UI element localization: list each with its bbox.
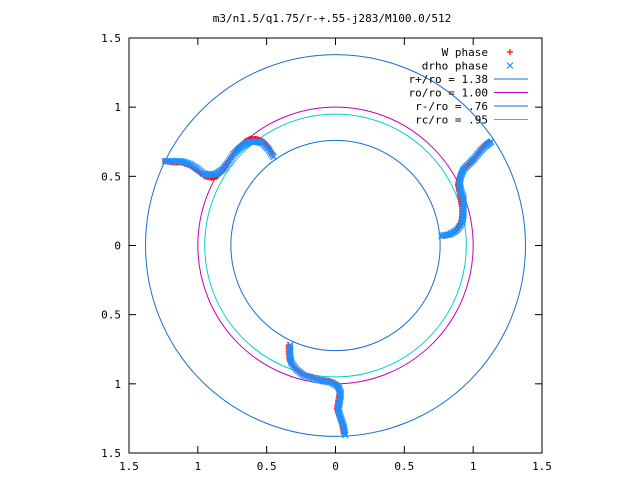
legend-label: drho phase bbox=[422, 60, 488, 73]
point bbox=[270, 153, 277, 161]
point bbox=[315, 376, 323, 384]
chart-title: m3/n1.5/q1.75/r-+.55-j283/M100.0/512 bbox=[213, 12, 451, 25]
point bbox=[317, 377, 325, 384]
point-stroke bbox=[176, 157, 184, 165]
point-stroke bbox=[182, 159, 190, 167]
point-stroke bbox=[459, 191, 466, 199]
point-stroke bbox=[315, 376, 323, 384]
point bbox=[286, 341, 294, 349]
x-tick-label: 1.5 bbox=[119, 460, 139, 473]
point bbox=[308, 374, 315, 382]
point-stroke bbox=[270, 153, 277, 161]
y-tick-label: 1.5 bbox=[101, 32, 121, 45]
phase-points bbox=[161, 135, 495, 439]
point-stroke bbox=[340, 423, 348, 431]
x-tick-label: 0.5 bbox=[257, 460, 277, 473]
point bbox=[304, 373, 312, 381]
point bbox=[313, 375, 321, 383]
point-stroke bbox=[311, 375, 319, 383]
point-stroke bbox=[338, 416, 345, 424]
x-tick-label: 0 bbox=[332, 460, 339, 473]
point-stroke bbox=[179, 158, 187, 166]
radius-circles bbox=[145, 54, 526, 437]
point-stroke bbox=[339, 419, 347, 427]
point bbox=[306, 373, 314, 381]
point-stroke bbox=[304, 373, 312, 381]
legend-label: W phase bbox=[442, 46, 488, 59]
point-stroke bbox=[184, 159, 192, 167]
point bbox=[310, 374, 317, 382]
x-tick-label: 1.5 bbox=[532, 460, 552, 473]
point-stroke bbox=[439, 232, 447, 239]
point-stroke bbox=[335, 408, 343, 416]
point-stroke bbox=[457, 186, 465, 194]
point-stroke bbox=[338, 418, 346, 426]
y-tick-label: 1.5 bbox=[101, 447, 121, 460]
legend-label: r-/ro = .76 bbox=[415, 100, 488, 113]
point-stroke bbox=[340, 426, 348, 434]
point-stroke bbox=[337, 414, 345, 422]
point-stroke bbox=[339, 421, 347, 429]
point-stroke bbox=[336, 411, 344, 419]
point-stroke bbox=[457, 185, 464, 193]
point bbox=[319, 377, 327, 385]
legend-marker bbox=[506, 62, 514, 69]
x-tick-label: 1 bbox=[470, 460, 477, 473]
point-stroke bbox=[438, 232, 445, 240]
point-stroke bbox=[286, 341, 294, 349]
y-tick-label: 0.5 bbox=[101, 309, 121, 322]
x-tick-label: 1 bbox=[195, 460, 202, 473]
point-stroke bbox=[457, 188, 465, 196]
point-stroke bbox=[337, 413, 344, 421]
point bbox=[302, 372, 310, 380]
legend-label: r+/ro = 1.38 bbox=[409, 73, 488, 86]
point-stroke bbox=[313, 375, 321, 383]
point-stroke bbox=[286, 343, 294, 351]
y-tick-label: 0.5 bbox=[101, 170, 121, 183]
circle-r-/ro = .76 bbox=[230, 139, 441, 352]
point-stroke bbox=[306, 373, 314, 381]
point-stroke bbox=[181, 158, 189, 166]
point bbox=[438, 232, 445, 240]
legend-marker-stroke bbox=[506, 62, 514, 69]
x-tick-label: 0.5 bbox=[394, 460, 414, 473]
point bbox=[286, 343, 294, 351]
point-stroke bbox=[319, 377, 327, 385]
point-stroke bbox=[458, 190, 466, 197]
legend-marker bbox=[507, 49, 513, 55]
point-stroke bbox=[317, 377, 325, 384]
legend-label: rc/ro = .95 bbox=[415, 114, 488, 127]
point-stroke bbox=[177, 157, 185, 165]
circle-rc/ro = .95 bbox=[204, 113, 467, 378]
y-tick-label: 0 bbox=[114, 240, 121, 253]
circle-r+/ro = 1.38 bbox=[145, 54, 526, 437]
axes: 1.5 1 0.5 0 0.5 1 1.51.510.500.511.5 bbox=[101, 32, 552, 473]
point-stroke bbox=[322, 378, 330, 386]
point bbox=[439, 232, 447, 239]
point-stroke bbox=[340, 424, 348, 432]
point-stroke bbox=[321, 377, 329, 385]
point bbox=[311, 375, 319, 383]
legend-label: ro/ro = 1.00 bbox=[409, 87, 488, 100]
y-tick-label: 1 bbox=[114, 378, 121, 391]
point-stroke bbox=[310, 374, 317, 382]
point-stroke bbox=[302, 372, 310, 380]
point-stroke bbox=[308, 374, 315, 382]
y-tick-label: 1 bbox=[114, 101, 121, 114]
